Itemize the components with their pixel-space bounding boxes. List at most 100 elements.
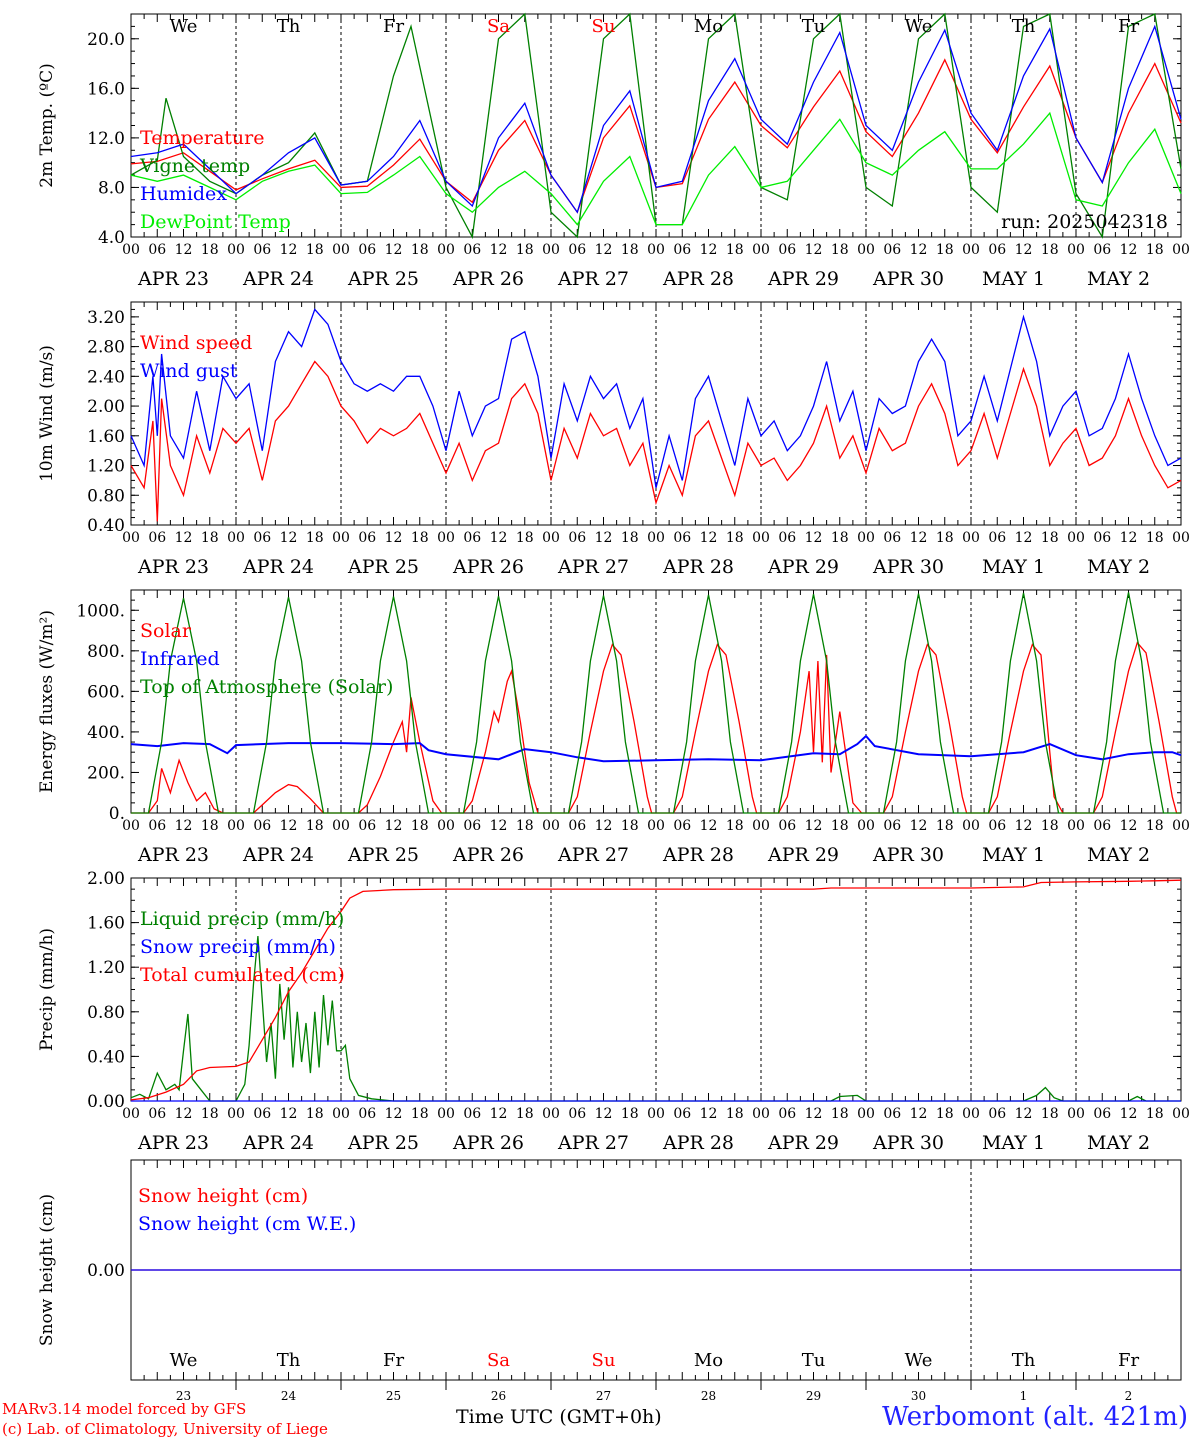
day-number-label: 28 bbox=[701, 1389, 716, 1403]
x-hour-label: 06 bbox=[253, 818, 271, 834]
x-date-label: APR 30 bbox=[872, 268, 944, 290]
y-tick-label: 400. bbox=[87, 723, 125, 743]
x-hour-label: 00 bbox=[857, 818, 875, 834]
x-date-label: APR 29 bbox=[767, 556, 839, 578]
x-date-label: APR 29 bbox=[767, 268, 839, 290]
x-date-label: APR 29 bbox=[767, 844, 839, 866]
x-hour-label: 06 bbox=[778, 242, 796, 258]
legend-entry: Infrared bbox=[140, 648, 220, 670]
legend-entry: Snow precip (mm/h) bbox=[140, 936, 336, 958]
x-hour-label: 00 bbox=[122, 242, 140, 258]
x-hour-label: 18 bbox=[726, 242, 744, 258]
x-hour-label: 18 bbox=[411, 1106, 429, 1122]
weekday-label: Th bbox=[277, 1350, 301, 1371]
x-hour-label: 06 bbox=[778, 530, 796, 546]
day-number-label: 25 bbox=[386, 1389, 401, 1403]
x-hour-label: 06 bbox=[1093, 1106, 1111, 1122]
x-hour-label: 00 bbox=[857, 242, 875, 258]
legend-entry: Wind gust bbox=[140, 360, 238, 382]
y-tick-label: 2.40 bbox=[87, 367, 125, 387]
y-axis-label: 2m Temp. (ºC) bbox=[37, 63, 57, 188]
x-hour-label: 00 bbox=[542, 818, 560, 834]
panel-frame-2 bbox=[130, 589, 1182, 814]
weekday-label: Fr bbox=[383, 16, 404, 37]
model-credit: MARv3.14 model forced by GFS bbox=[2, 1400, 247, 1418]
day-number-label: 27 bbox=[596, 1389, 611, 1403]
x-hour-label: 00 bbox=[122, 818, 140, 834]
day-number-label: 24 bbox=[281, 1389, 297, 1403]
x-hour-label: 18 bbox=[936, 1106, 954, 1122]
x-hour-label: 12 bbox=[910, 1106, 928, 1122]
x-hour-label: 18 bbox=[306, 818, 324, 834]
x-hour-label: 12 bbox=[175, 818, 193, 834]
x-hour-label: 06 bbox=[568, 1106, 586, 1122]
x-date-label: MAY 2 bbox=[1087, 1132, 1150, 1154]
x-hour-label: 06 bbox=[673, 242, 691, 258]
x-hour-label: 00 bbox=[1067, 1106, 1085, 1122]
x-hour-label: 12 bbox=[595, 242, 613, 258]
x-hour-label: 18 bbox=[201, 1106, 219, 1122]
x-hour-label: 00 bbox=[962, 1106, 980, 1122]
x-hour-label: 06 bbox=[148, 530, 166, 546]
x-hour-label: 18 bbox=[306, 530, 324, 546]
x-date-label: APR 27 bbox=[557, 268, 629, 290]
x-hour-label: 06 bbox=[148, 242, 166, 258]
day-number-label: 29 bbox=[806, 1389, 821, 1403]
x-hour-label: 00 bbox=[542, 530, 560, 546]
x-hour-label: 12 bbox=[805, 818, 823, 834]
legend-entry: DewPoint Temp bbox=[140, 211, 291, 233]
x-hour-label: 12 bbox=[490, 530, 508, 546]
x-hour-label: 18 bbox=[1041, 1106, 1059, 1122]
panel-frame-1 bbox=[130, 301, 1182, 526]
x-hour-label: 00 bbox=[752, 530, 770, 546]
x-hour-label: 06 bbox=[1093, 530, 1111, 546]
x-hour-label: 00 bbox=[437, 242, 455, 258]
y-axis-label: Precip (mm/h) bbox=[37, 928, 57, 1051]
x-hour-label: 00 bbox=[332, 1106, 350, 1122]
x-date-label: APR 25 bbox=[347, 268, 419, 290]
y-tick-label: 0.00 bbox=[87, 1261, 125, 1281]
x-hour-label: 00 bbox=[647, 242, 665, 258]
x-hour-label: 12 bbox=[175, 1106, 193, 1122]
series-line-top-of-atmosphere-solar- bbox=[131, 592, 1181, 814]
x-hour-label: 00 bbox=[437, 530, 455, 546]
x-date-label: APR 23 bbox=[137, 268, 209, 290]
x-date-label: MAY 2 bbox=[1087, 844, 1150, 866]
series-line-dewpoint-temp bbox=[130, 111, 1182, 226]
series-line-wind-speed bbox=[130, 360, 1182, 522]
weekday-label: Mo bbox=[694, 16, 723, 37]
x-hour-label: 18 bbox=[726, 1106, 744, 1122]
x-hour-label: 06 bbox=[778, 1106, 796, 1122]
weekday-label: Su bbox=[592, 16, 616, 37]
legend-entry: Top of Atmosphere (Solar) bbox=[140, 676, 393, 698]
x-date-label: APR 25 bbox=[347, 1132, 419, 1154]
day-number-label: 26 bbox=[491, 1389, 506, 1403]
x-hour-label: 12 bbox=[280, 1106, 298, 1122]
weekday-label: Th bbox=[1012, 16, 1036, 37]
x-hour-label: 06 bbox=[463, 530, 481, 546]
x-date-label: MAY 2 bbox=[1087, 268, 1150, 290]
x-date-label: APR 27 bbox=[557, 556, 629, 578]
legend-entry: Liquid precip (mm/h) bbox=[140, 908, 344, 930]
legend-entry: Solar bbox=[140, 620, 192, 642]
x-hour-label: 00 bbox=[227, 530, 245, 546]
x-hour-label: 12 bbox=[595, 530, 613, 546]
x-hour-label: 18 bbox=[1146, 818, 1164, 834]
x-date-label: MAY 2 bbox=[1087, 556, 1150, 578]
y-tick-label: 3.20 bbox=[87, 308, 125, 328]
x-hour-label: 06 bbox=[988, 242, 1006, 258]
x-hour-label: 06 bbox=[778, 818, 796, 834]
x-hour-label: 06 bbox=[883, 242, 901, 258]
x-hour-label: 12 bbox=[280, 818, 298, 834]
weekday-label: We bbox=[170, 16, 198, 37]
x-hour-label: 06 bbox=[883, 818, 901, 834]
y-tick-label: 1000. bbox=[76, 601, 125, 621]
x-hour-label: 12 bbox=[1015, 1106, 1033, 1122]
x-hour-label: 00 bbox=[1172, 242, 1190, 258]
y-tick-label: 20.0 bbox=[87, 30, 125, 50]
x-date-label: APR 24 bbox=[242, 268, 314, 290]
weekday-label: Fr bbox=[1118, 1350, 1139, 1371]
x-hour-label: 00 bbox=[647, 818, 665, 834]
x-hour-label: 06 bbox=[253, 242, 271, 258]
